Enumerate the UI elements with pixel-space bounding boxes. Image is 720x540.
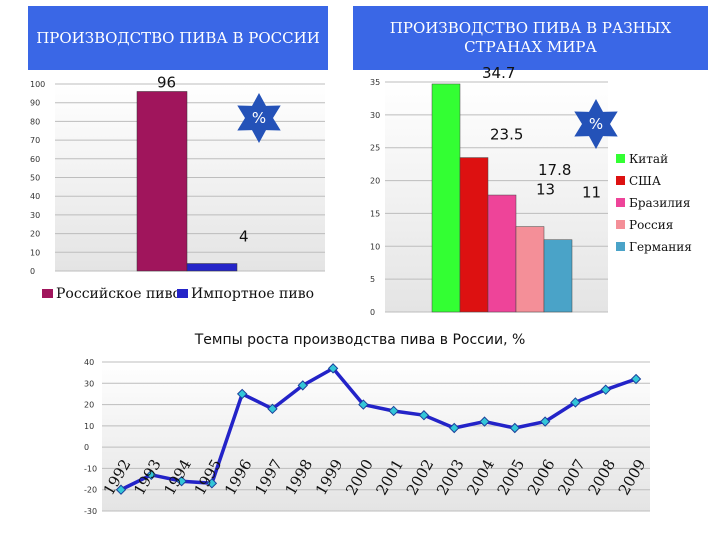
y-tick-label: 30	[370, 111, 380, 120]
y-tick-label: 0	[30, 267, 35, 276]
bar	[515, 226, 545, 313]
world-production-chart: 0 5 10 15 20 25 30 35 34.7 23.5 17.8 13 11% Китай США Б…	[370, 64, 692, 317]
data-label: 96	[157, 73, 176, 91]
y-tick-label: -10	[84, 464, 97, 473]
y-tick-label: 20	[84, 401, 94, 410]
y-tick-label: 40	[84, 358, 94, 367]
data-point	[297, 380, 308, 391]
data-point	[630, 373, 642, 385]
data-point	[479, 416, 490, 427]
y-tick-label: 30	[30, 211, 40, 220]
bar	[136, 91, 188, 272]
data-point	[418, 410, 430, 421]
right-chart-title: ПРОИЗВОДСТВО ПИВА В РАЗНЫХ СТРАНАХ МИРА	[389, 19, 672, 56]
data-point	[206, 478, 218, 489]
y-tick-label: 35	[370, 78, 380, 87]
data-point	[570, 397, 581, 408]
data-label: 17.8	[538, 161, 571, 179]
y-tick-label: 20	[30, 230, 40, 239]
y-tick-label: 25	[370, 144, 380, 153]
data-point	[449, 422, 460, 434]
data-point	[115, 484, 127, 495]
data-point	[176, 475, 187, 487]
data-point	[146, 469, 157, 481]
y-tick-label: 10	[30, 248, 40, 257]
y-tick-label: 10	[84, 422, 94, 431]
y-tick-label: 0	[370, 308, 375, 317]
y-tick-label: 50	[30, 174, 40, 183]
russia-production-chart: 0 10 20 30 40 50 60 70 80 90 100 96 4% Российское пив…	[30, 73, 325, 302]
bar	[431, 83, 461, 313]
data-label: 13	[536, 181, 555, 199]
legend-label: Китай	[629, 152, 668, 166]
data-point	[236, 388, 248, 400]
legend-label: Россия	[629, 218, 673, 232]
y-tick-label: 20	[370, 177, 380, 186]
left-chart-title: ПРОИЗВОДСТВО ПИВА В РОССИИ	[36, 28, 320, 47]
legend-swatch	[616, 198, 625, 207]
plot-area	[102, 362, 650, 511]
bar	[487, 194, 517, 313]
y-tick-label: 100	[30, 80, 45, 89]
y-tick-label: 80	[30, 117, 40, 126]
legend-swatch	[616, 242, 625, 251]
bar	[459, 157, 489, 313]
percent-badge-text: %	[252, 109, 266, 127]
y-tick-label: 30	[84, 379, 94, 388]
legend-label: Бразилия	[629, 196, 690, 210]
data-label: 23.5	[490, 126, 523, 144]
line-chart-title: Темпы роста производства пива в России, …	[194, 332, 526, 348]
data-point	[539, 416, 551, 427]
legend-swatch	[616, 176, 625, 185]
legend-label: Российское пиво	[56, 286, 181, 302]
data-label: 4	[239, 228, 249, 246]
legend-swatch	[42, 289, 53, 298]
data-point	[509, 422, 521, 434]
y-tick-label: -30	[84, 507, 97, 516]
data-point	[388, 405, 399, 417]
data-label: 34.7	[482, 64, 515, 82]
percent-badge-star	[574, 99, 618, 149]
data-point	[358, 399, 369, 410]
y-tick-label: 15	[370, 209, 380, 218]
data-point	[600, 384, 611, 395]
y-tick-label: 0	[84, 443, 89, 452]
left-chart-title-banner: ПРОИЗВОДСТВО ПИВА В РОССИИ	[28, 6, 328, 70]
legend-swatch	[616, 154, 625, 163]
series-line	[120, 366, 637, 492]
percent-badge-star	[237, 93, 281, 143]
y-tick-label: 90	[30, 99, 40, 108]
bar	[543, 239, 573, 313]
data-point	[327, 363, 339, 374]
y-tick-label: 60	[30, 155, 40, 164]
bar	[186, 263, 238, 272]
legend-label: Германия	[629, 240, 692, 254]
y-tick-label: -20	[84, 486, 97, 495]
y-tick-label: 10	[370, 242, 380, 251]
y-tick-label: 70	[30, 136, 40, 145]
data-point	[267, 403, 278, 415]
growth-rate-chart: Темпы роста производства пива в России, …	[84, 332, 650, 516]
legend-swatch	[177, 289, 188, 298]
legend-label: Импортное пиво	[191, 286, 314, 302]
data-label: 11	[582, 184, 601, 202]
legend-swatch	[616, 220, 625, 229]
y-tick-label: 5	[370, 275, 375, 284]
percent-badge-text: %	[589, 115, 603, 133]
legend-label: США	[629, 174, 661, 188]
right-chart-title-banner: ПРОИЗВОДСТВО ПИВА В РАЗНЫХ СТРАНАХ МИРА	[353, 6, 708, 70]
y-tick-label: 40	[30, 192, 40, 201]
